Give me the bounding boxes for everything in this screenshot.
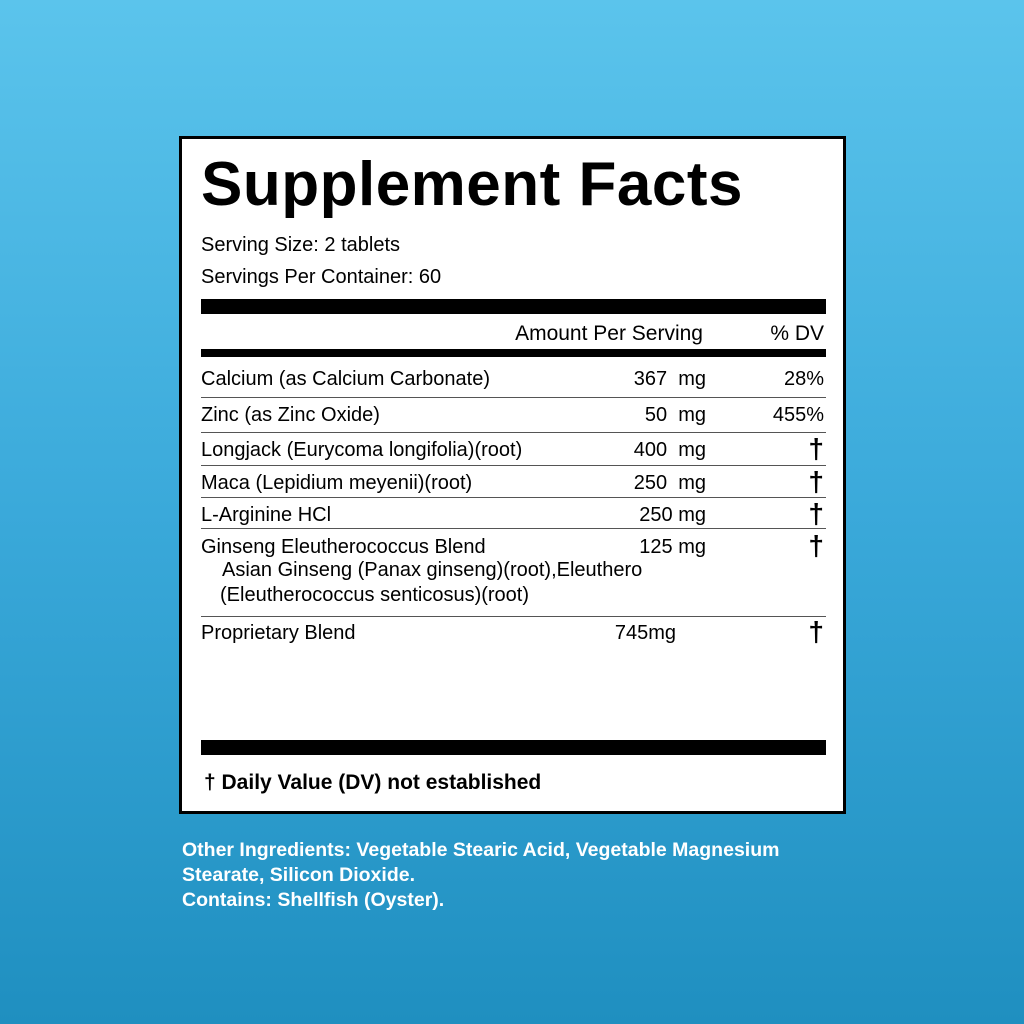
row-divider — [201, 616, 826, 617]
blend-detail: (Eleutherococcus senticosus)(root) — [220, 584, 530, 606]
dagger-icon: † — [808, 530, 824, 561]
thick-divider — [201, 299, 826, 314]
servings-per-container: Servings Per Container: 60 — [201, 266, 442, 288]
nutrient-row: Zinc (as Zinc Oxide) 50 mg 455% — [201, 404, 826, 428]
nutrient-amount: 400 mg — [633, 439, 706, 461]
row-divider — [201, 465, 826, 466]
blend-detail: Asian Ginseng (Panax ginseng)(root),Eleu… — [222, 559, 643, 581]
medium-divider — [201, 349, 826, 357]
footnote: † Daily Value (DV) not established — [204, 771, 542, 794]
nutrient-amount: 367 mg — [633, 368, 706, 390]
nutrient-name: Maca (Lepidium meyenii)(root) — [201, 472, 473, 494]
other-ingredients-line: Other Ingredients: Vegetable Stearic Aci… — [182, 839, 780, 861]
row-divider — [201, 397, 826, 398]
allergen-statement: Contains: Shellfish (Oyster). — [182, 889, 445, 911]
other-ingredients-line: Stearate, Silicon Dioxide. — [182, 864, 415, 886]
row-divider — [201, 528, 826, 529]
nutrient-name: Ginseng Eleutherococcus Blend — [201, 536, 486, 558]
nutrient-dv: 28% — [783, 368, 824, 390]
nutrient-row: Longjack (Eurycoma longifolia)(root) 400… — [201, 433, 826, 464]
nutrient-row: Maca (Lepidium meyenii)(root) 250 mg † — [201, 466, 826, 497]
dv-header: % DV — [770, 322, 824, 345]
serving-size: Serving Size: 2 tablets — [201, 234, 400, 256]
thick-divider — [201, 740, 826, 755]
dagger-icon: † — [808, 433, 824, 464]
supplement-facts-panel: Supplement Facts Serving Size: 2 tablets… — [179, 136, 846, 814]
amount-header: Amount Per Serving — [515, 322, 703, 345]
dagger-icon: † — [808, 498, 824, 529]
nutrient-dv: 455% — [772, 404, 824, 426]
nutrient-name: Calcium (as Calcium Carbonate) — [201, 368, 490, 390]
nutrient-name: Longjack (Eurycoma longifolia)(root) — [201, 439, 523, 461]
nutrient-amount: 745mg — [614, 622, 676, 644]
nutrient-amount: 125 mg — [639, 536, 706, 558]
nutrient-amount: 250 mg — [639, 504, 706, 526]
panel-title: Supplement Facts — [201, 150, 743, 219]
nutrient-name: Proprietary Blend — [201, 622, 356, 644]
row-divider — [201, 432, 826, 433]
dagger-icon: † — [808, 616, 824, 647]
nutrient-row: Ginseng Eleutherococcus Blend 125 mg † — [201, 530, 826, 561]
nutrient-amount: 250 mg — [633, 472, 706, 494]
other-ingredients: Other Ingredients: Vegetable Stearic Aci… — [182, 838, 779, 913]
nutrient-row: Proprietary Blend 745mg † — [201, 616, 826, 647]
row-divider — [201, 497, 826, 498]
dagger-icon: † — [808, 466, 824, 497]
nutrient-amount: 50 mg — [644, 404, 706, 426]
nutrient-name: Zinc (as Zinc Oxide) — [201, 404, 380, 426]
nutrient-row: L-Arginine HCl 250 mg † — [201, 498, 826, 529]
nutrient-name: L-Arginine HCl — [201, 504, 332, 526]
nutrient-row: Calcium (as Calcium Carbonate) 367 mg 28… — [201, 368, 826, 392]
